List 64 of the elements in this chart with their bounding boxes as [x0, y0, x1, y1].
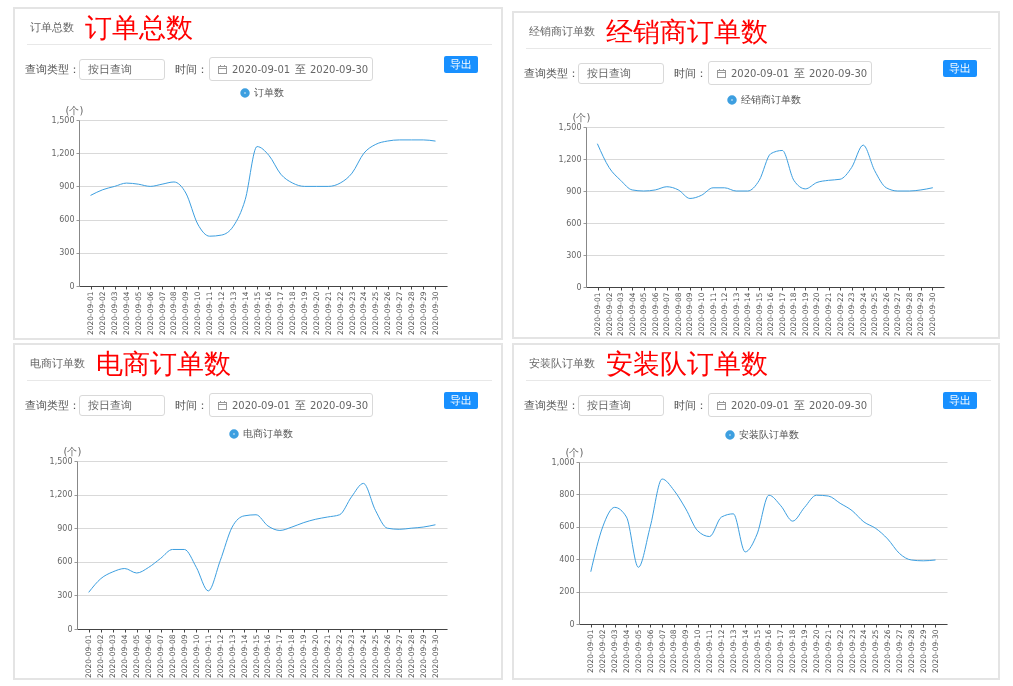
chart-title: 订单总数: [30, 21, 74, 35]
legend-label: 经销商订单数: [741, 94, 801, 105]
y-tick-label: 1,200: [558, 154, 582, 164]
date-range-field: 2020-09-01 至 2020-09-30: [209, 57, 373, 81]
y-tick-label: 0: [576, 282, 582, 292]
y-tick-label: 800: [559, 489, 575, 499]
text: 时间：: [674, 399, 707, 412]
date-range-field: 2020-09-01 至 2020-09-30: [708, 61, 872, 85]
y-tick-label: 0: [569, 619, 575, 629]
date-range-field: 2020-09-01 至 2020-09-30: [209, 393, 373, 417]
y-tick-label: 0: [69, 281, 75, 291]
y-tick-label: 600: [559, 522, 575, 532]
text: 查询类型：: [524, 67, 579, 80]
y-axis-title: (个): [565, 446, 584, 458]
y-tick-label: 900: [59, 181, 75, 191]
text: 查询类型：: [524, 399, 579, 412]
text: 查询类型：: [25, 63, 80, 76]
line-series: [597, 143, 933, 199]
text: 安装队订单数: [606, 348, 768, 379]
line-series: [90, 139, 436, 237]
y-tick-label: 1,500: [51, 115, 75, 125]
legend-label: 安装队订单数: [739, 429, 799, 440]
y-tick-label: 0: [67, 624, 73, 634]
y-tick-label: 300: [57, 590, 73, 600]
date-range-field: 2020-09-01 至 2020-09-30: [708, 393, 872, 417]
export-button: 导出: [943, 392, 977, 409]
chart-title: 安装队订单数: [529, 357, 595, 371]
text: 时间：: [175, 63, 208, 76]
text: 经销商订单数: [606, 16, 768, 47]
export-button: 导出: [444, 56, 478, 73]
legend-label: 电商订单数: [243, 428, 293, 439]
y-tick-label: 300: [59, 248, 75, 258]
y-tick-label: 1,500: [49, 456, 73, 466]
text-field: 按日查询: [578, 395, 664, 416]
text: 时间：: [175, 399, 208, 412]
text: 订单总数: [85, 12, 193, 43]
y-axis-title: (个): [63, 445, 82, 457]
text-field: 按日查询: [79, 59, 165, 80]
y-tick-label: 600: [57, 557, 73, 567]
y-tick-label: 200: [559, 587, 575, 597]
y-tick-label: 1,200: [51, 148, 75, 158]
y-tick-label: 1,000: [551, 457, 575, 467]
line-series: [590, 478, 936, 572]
y-tick-label: 600: [566, 218, 582, 228]
text: 时间：: [674, 67, 707, 80]
export-button: 导出: [444, 392, 478, 409]
line-series: [88, 482, 436, 593]
y-tick-label: 900: [57, 523, 73, 533]
chart-title: 经销商订单数: [529, 25, 595, 39]
text: 电商订单数: [96, 348, 231, 379]
text-field: 按日查询: [578, 63, 664, 84]
y-axis-title: (个): [65, 104, 84, 116]
y-tick-label: 1,200: [49, 490, 73, 500]
y-axis-title: (个): [572, 111, 591, 123]
y-tick-label: 400: [559, 554, 575, 564]
y-tick-label: 300: [566, 250, 582, 260]
export-button: 导出: [943, 60, 977, 77]
y-tick-label: 600: [59, 215, 75, 225]
text-field: 按日查询: [79, 395, 165, 416]
y-tick-label: 900: [566, 186, 582, 196]
text: 查询类型：: [25, 399, 80, 412]
legend-label: 订单数: [254, 87, 284, 98]
chart-title: 电商订单数: [30, 357, 85, 371]
y-tick-label: 1,500: [558, 122, 582, 132]
